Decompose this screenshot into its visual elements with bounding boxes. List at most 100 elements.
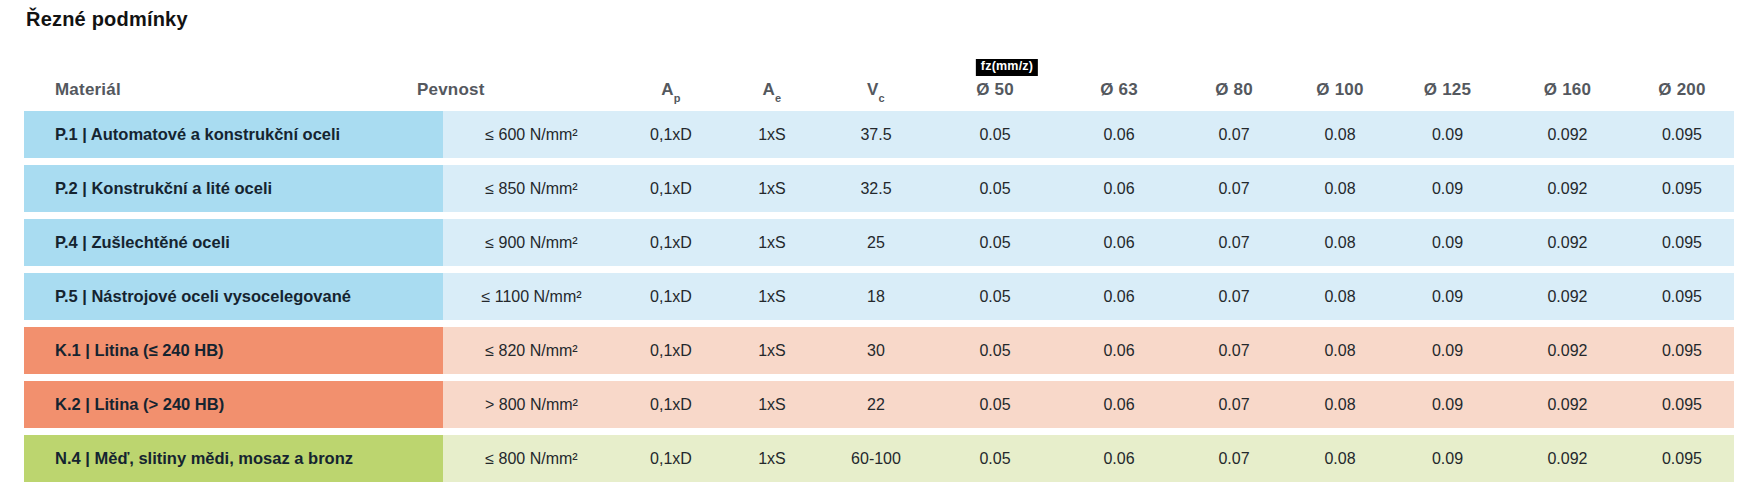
column-header-d50-label: Ø 50 xyxy=(976,80,1014,99)
d80-cell: 0.07 xyxy=(1178,219,1290,266)
d160-cell: 0.092 xyxy=(1505,273,1630,320)
d200-cell: 0.095 xyxy=(1630,381,1734,428)
column-header-ap-sub: p xyxy=(674,92,681,104)
column-header-vc-sub: c xyxy=(879,92,885,104)
column-header-ae-label: A xyxy=(763,80,775,99)
d200-cell: 0.095 xyxy=(1630,111,1734,158)
column-header-d200: Ø 200 xyxy=(1630,81,1734,100)
vc-cell: 30 xyxy=(822,327,930,374)
column-header-ae: Ae xyxy=(722,81,822,100)
material-cell: K.1 | Litina (≤ 240 HB) xyxy=(24,327,443,374)
table-row: K.2 | Litina (> 240 HB)> 800 N/mm²0,1xD1… xyxy=(24,381,1734,428)
d50-cell: 0.05 xyxy=(930,165,1060,212)
d80-cell: 0.07 xyxy=(1178,435,1290,482)
cutting-conditions-table: Materiál Pevnost Ap Ae Vc fz(mm/z) Ø 50 … xyxy=(24,56,1734,489)
d63-cell: 0.06 xyxy=(1060,165,1178,212)
column-header-d125: Ø 125 xyxy=(1390,81,1505,100)
d100-cell: 0.08 xyxy=(1290,435,1390,482)
column-header-d100: Ø 100 xyxy=(1290,81,1390,100)
material-cell: P.4 | Zušlechtěné oceli xyxy=(24,219,443,266)
d125-cell: 0.09 xyxy=(1390,381,1505,428)
table-row: P.1 | Automatové a konstrukční oceli≤ 60… xyxy=(24,111,1734,158)
d63-cell: 0.06 xyxy=(1060,273,1178,320)
vc-cell: 60-100 xyxy=(822,435,930,482)
column-header-d63: Ø 63 xyxy=(1060,81,1178,100)
pevnost-cell: ≤ 820 N/mm² xyxy=(443,327,620,374)
d160-cell: 0.092 xyxy=(1505,111,1630,158)
ae-cell: 1xS xyxy=(722,273,822,320)
column-header-d80: Ø 80 xyxy=(1178,81,1290,100)
d63-cell: 0.06 xyxy=(1060,219,1178,266)
d63-cell: 0.06 xyxy=(1060,381,1178,428)
column-header-ap-label: A xyxy=(661,80,673,99)
d50-cell: 0.05 xyxy=(930,111,1060,158)
d100-cell: 0.08 xyxy=(1290,273,1390,320)
d63-cell: 0.06 xyxy=(1060,111,1178,158)
table-row: N.4 | Měď, slitiny mědi, mosaz a bronz≤ … xyxy=(24,435,1734,482)
d80-cell: 0.07 xyxy=(1178,165,1290,212)
d100-cell: 0.08 xyxy=(1290,111,1390,158)
table-row: P.4 | Zušlechtěné oceli≤ 900 N/mm²0,1xD1… xyxy=(24,219,1734,266)
d80-cell: 0.07 xyxy=(1178,381,1290,428)
material-cell: P.1 | Automatové a konstrukční oceli xyxy=(24,111,443,158)
d160-cell: 0.092 xyxy=(1505,165,1630,212)
pevnost-cell: > 800 N/mm² xyxy=(443,381,620,428)
ap-cell: 0,1xD xyxy=(620,435,722,482)
ae-cell: 1xS xyxy=(722,435,822,482)
d125-cell: 0.09 xyxy=(1390,111,1505,158)
d100-cell: 0.08 xyxy=(1290,327,1390,374)
pevnost-cell: ≤ 1100 N/mm² xyxy=(443,273,620,320)
vc-cell: 37.5 xyxy=(822,111,930,158)
d50-cell: 0.05 xyxy=(930,273,1060,320)
table-row: K.1 | Litina (≤ 240 HB)≤ 820 N/mm²0,1xD1… xyxy=(24,327,1734,374)
column-header-vc-label: V xyxy=(867,80,879,99)
cutting-conditions-page: Řezné podmínky Materiál Pevnost Ap Ae Vc… xyxy=(0,0,1757,501)
d160-cell: 0.092 xyxy=(1505,327,1630,374)
pevnost-cell: ≤ 600 N/mm² xyxy=(443,111,620,158)
d50-cell: 0.05 xyxy=(930,327,1060,374)
ae-cell: 1xS xyxy=(722,111,822,158)
d160-cell: 0.092 xyxy=(1505,381,1630,428)
material-cell: N.4 | Měď, slitiny mědi, mosaz a bronz xyxy=(24,435,443,482)
material-cell: P.2 | Konstrukční a lité oceli xyxy=(24,165,443,212)
pevnost-cell: ≤ 900 N/mm² xyxy=(443,219,620,266)
column-header-ap: Ap xyxy=(620,81,722,100)
d200-cell: 0.095 xyxy=(1630,327,1734,374)
d200-cell: 0.095 xyxy=(1630,165,1734,212)
table-rows: P.1 | Automatové a konstrukční oceli≤ 60… xyxy=(24,111,1734,482)
ap-cell: 0,1xD xyxy=(620,381,722,428)
ae-cell: 1xS xyxy=(722,219,822,266)
d63-cell: 0.06 xyxy=(1060,327,1178,374)
ap-cell: 0,1xD xyxy=(620,273,722,320)
vc-cell: 32.5 xyxy=(822,165,930,212)
d100-cell: 0.08 xyxy=(1290,381,1390,428)
d125-cell: 0.09 xyxy=(1390,435,1505,482)
d160-cell: 0.092 xyxy=(1505,219,1630,266)
d50-cell: 0.05 xyxy=(930,219,1060,266)
d100-cell: 0.08 xyxy=(1290,219,1390,266)
d125-cell: 0.09 xyxy=(1390,327,1505,374)
d63-cell: 0.06 xyxy=(1060,435,1178,482)
pevnost-cell: ≤ 850 N/mm² xyxy=(443,165,620,212)
pevnost-cell: ≤ 800 N/mm² xyxy=(443,435,620,482)
d80-cell: 0.07 xyxy=(1178,273,1290,320)
column-header-material: Materiál xyxy=(24,81,443,100)
column-header-d50: fz(mm/z) Ø 50 xyxy=(930,81,1060,100)
column-header-ae-sub: e xyxy=(775,92,781,104)
table-header: Materiál Pevnost Ap Ae Vc fz(mm/z) Ø 50 … xyxy=(24,56,1734,100)
material-cell: P.5 | Nástrojové oceli vysocelegované xyxy=(24,273,443,320)
page-title: Řezné podmínky xyxy=(26,8,188,31)
d80-cell: 0.07 xyxy=(1178,327,1290,374)
vc-cell: 25 xyxy=(822,219,930,266)
fz-unit-badge: fz(mm/z) xyxy=(976,59,1038,76)
ap-cell: 0,1xD xyxy=(620,219,722,266)
d200-cell: 0.095 xyxy=(1630,435,1734,482)
d200-cell: 0.095 xyxy=(1630,273,1734,320)
vc-cell: 18 xyxy=(822,273,930,320)
d80-cell: 0.07 xyxy=(1178,111,1290,158)
ae-cell: 1xS xyxy=(722,381,822,428)
d125-cell: 0.09 xyxy=(1390,219,1505,266)
column-header-d160: Ø 160 xyxy=(1505,81,1630,100)
d50-cell: 0.05 xyxy=(930,381,1060,428)
ae-cell: 1xS xyxy=(722,165,822,212)
